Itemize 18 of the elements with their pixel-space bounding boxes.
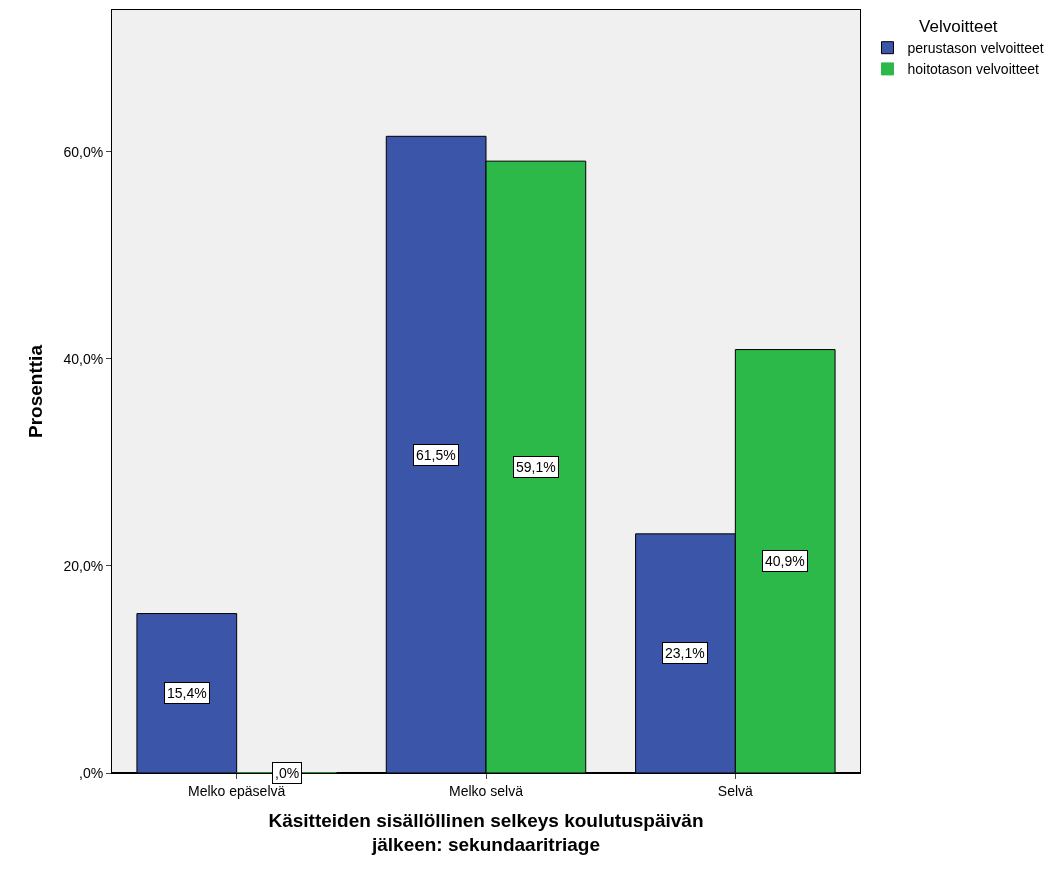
data-label: 15,4% <box>167 685 207 701</box>
x-axis-title: Käsitteiden sisällöllinen selkeys koulutuspäivän jälkeen: sekundaaritriage <box>268 809 704 856</box>
y-axis-title: Prosenttia <box>25 344 47 438</box>
x-tick-label: Melko selvä <box>449 782 524 799</box>
data-label: 23,1% <box>665 645 705 661</box>
y-tick-label: ,0% <box>79 764 104 781</box>
data-label: 59,1% <box>516 459 556 475</box>
y-tick-label: 40,0% <box>63 350 104 367</box>
y-tick-label: 20,0% <box>63 557 104 574</box>
legend-label: hoitotason velvoitteet <box>907 61 1040 78</box>
y-tick-label: 60,0% <box>63 143 104 160</box>
data-label: 40,9% <box>765 553 805 569</box>
x-tick-label: Melko epäselvä <box>188 782 286 799</box>
legend-label: perustason velvoitteet <box>907 40 1044 57</box>
data-label: 61,5% <box>416 447 456 463</box>
x-tick-label: Selvä <box>717 782 754 799</box>
data-label: ,0% <box>275 765 300 781</box>
legend-title: Velvoitteet <box>919 17 998 37</box>
